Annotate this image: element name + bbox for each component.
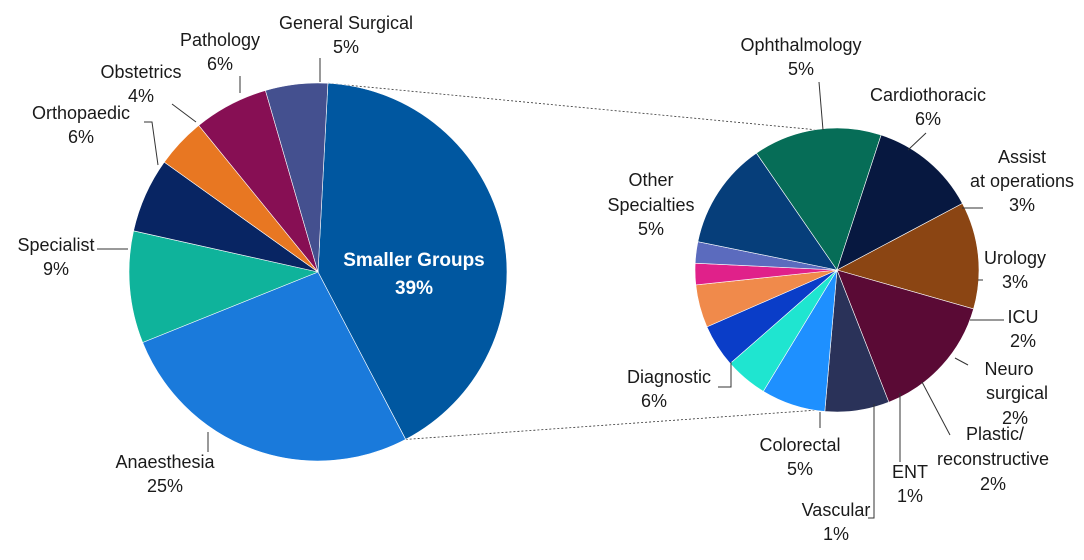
secondary-label-other-specialties-line1: Other [628,170,673,190]
main-label-general-surgical: General Surgical [279,13,413,33]
secondary-pct-vascular: 1% [823,524,849,544]
main-leader-obstetrics [171,103,197,123]
secondary-label-plastic-reconstructive-line2: reconstructive [937,449,1049,469]
secondary-label-other-specialties-line2: Specialties [607,195,694,215]
secondary-slice-colorectal [697,152,838,271]
main-label-smaller-groups: Smaller Groups [343,250,485,271]
main-leader-orthopaedic [144,121,159,166]
secondary-label-colorectal: Colorectal [759,435,840,455]
main-pct-anaesthesia: 25% [147,476,183,496]
secondary-label-assist-at-operations-line1: Assist [998,147,1046,167]
secondary-leader-diagnostic [718,362,732,388]
secondary-label-neuro-surgical-line2: surgical [986,383,1048,403]
secondary-slice-cardiothoracic [836,269,974,403]
secondary-pct-diagnostic: 6% [641,391,667,411]
main-pct-obstetrics: 4% [128,86,154,106]
main-pct-general-surgical: 5% [333,37,359,57]
secondary-label-neuro-surgical-line1: Neuro [984,359,1033,379]
secondary-label-assist-at-operations-line2: at operations [970,171,1074,191]
main-pie [128,82,508,462]
secondary-pct-urology: 3% [1002,272,1028,292]
connector-lines [327,82,819,440]
main-pct-smaller-groups: 39% [395,278,433,299]
secondary-leader-cardiothoracic [907,132,927,151]
main-pct-specialist: 9% [43,259,69,279]
secondary-leader-neuro-surgical [954,357,969,366]
slice-labels: Smaller Groups 39% Anaesthesia 25% Specialis… [17,13,1074,544]
secondary-label-vascular: Vascular [802,500,871,520]
secondary-pie [694,127,980,413]
main-slice-specialist [128,230,320,343]
secondary-pct-plastic-reconstructive: 2% [980,474,1006,494]
secondary-slice-diagnostic [755,127,882,271]
main-label-obstetrics: Obstetrics [100,62,181,82]
secondary-slice-other-specialties [836,134,963,271]
main-label-anaesthesia: Anaesthesia [115,452,215,472]
secondary-label-plastic-reconstructive-line1: Plastic/ [966,424,1024,444]
secondary-pct-neuro-surgical: 2% [1002,408,1028,428]
connector-bottom-line [405,409,819,440]
secondary-leader-plastic-reconstructive [921,381,951,436]
main-slice-anaesthesia [142,271,407,462]
main-slice-general-surgical [265,82,329,273]
main-label-specialist: Specialist [17,235,94,255]
secondary-pct-other-specialties: 5% [638,219,664,239]
main-pct-pathology: 6% [207,54,233,74]
secondary-pct-icu: 2% [1010,331,1036,351]
leader-lines [97,58,1004,519]
secondary-pct-cardiothoracic: 6% [915,109,941,129]
secondary-pct-ophthalmology: 5% [788,59,814,79]
secondary-label-ophthalmology: Ophthalmology [740,35,861,55]
secondary-label-diagnostic: Diagnostic [627,367,711,387]
secondary-leader-vascular [868,404,875,519]
secondary-label-icu: ICU [1008,307,1039,327]
main-label-orthopaedic: Orthopaedic [32,103,130,123]
secondary-pct-assist-at-operations: 3% [1009,195,1035,215]
secondary-pct-colorectal: 5% [787,459,813,479]
main-slice-smaller-groups [317,82,508,440]
main-pct-orthopaedic: 6% [68,127,94,147]
secondary-leader-ophthalmology [818,81,824,131]
secondary-label-ent: ENT [892,462,928,482]
main-label-pathology: Pathology [180,30,260,50]
secondary-label-urology: Urology [984,248,1046,268]
secondary-pct-ent: 1% [897,486,923,506]
secondary-label-cardiothoracic: Cardiothoracic [870,85,986,105]
